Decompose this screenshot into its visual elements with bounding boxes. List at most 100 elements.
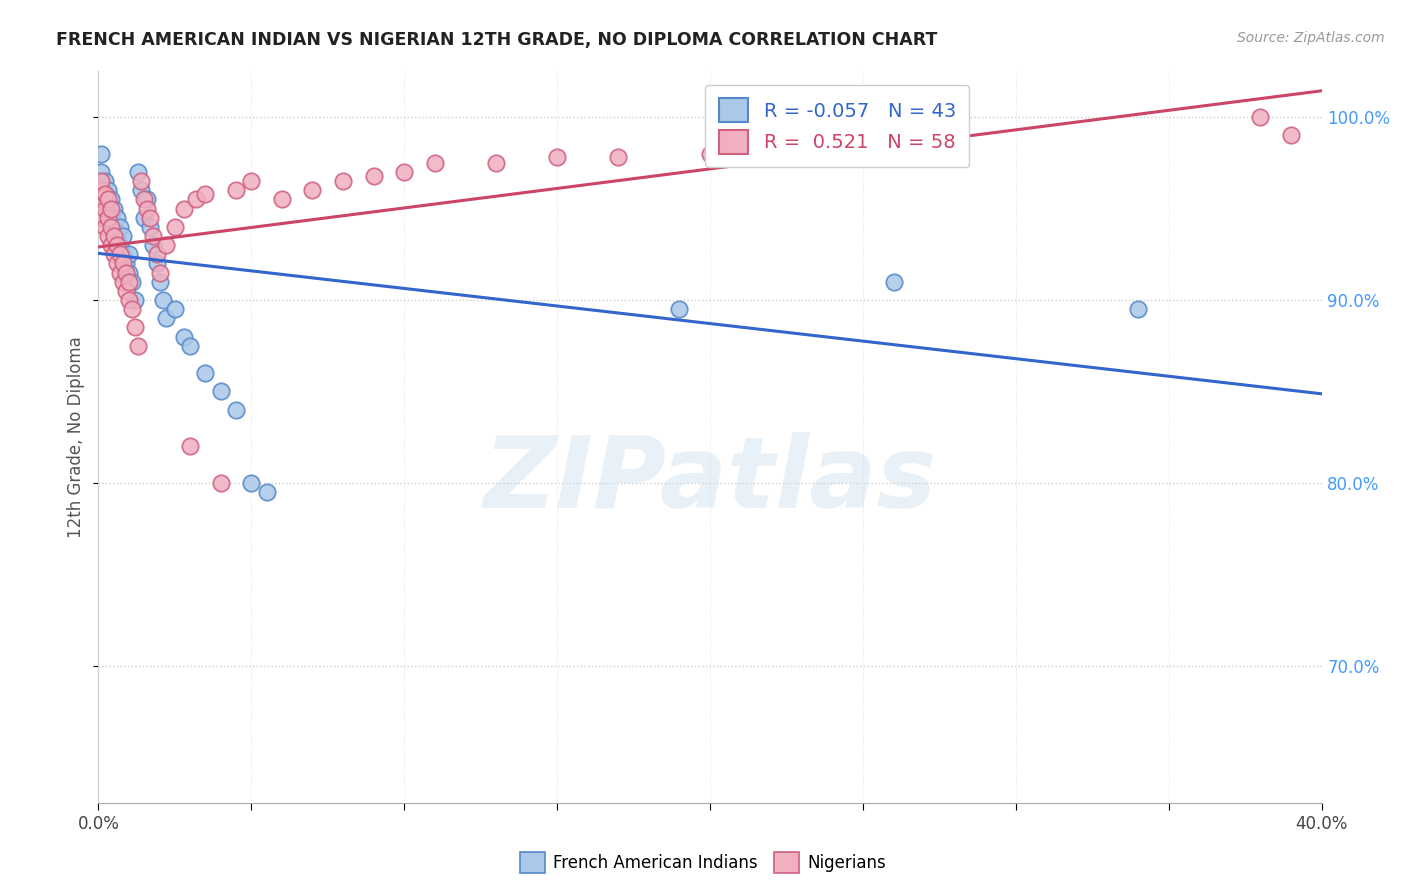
Point	[90, 211, 112, 225]
Point	[105, 211, 128, 225]
Point	[97, 183, 120, 197]
Point	[194, 186, 217, 201]
Point	[173, 329, 195, 343]
Point	[108, 265, 131, 279]
Legend: R = -0.057   N = 43, R =  0.521   N = 58: R = -0.057 N = 43, R = 0.521 N = 58	[706, 85, 969, 167]
Point	[90, 192, 112, 206]
Point	[100, 192, 122, 206]
Point	[108, 219, 131, 234]
Point	[145, 247, 167, 261]
Point	[392, 165, 416, 179]
Point	[179, 338, 201, 352]
Point	[97, 228, 120, 243]
Point	[179, 439, 201, 453]
Point	[118, 293, 141, 307]
Point	[97, 202, 120, 216]
Point	[301, 183, 323, 197]
Point	[134, 192, 156, 206]
Point	[118, 265, 141, 279]
Point	[136, 202, 159, 216]
Point	[145, 256, 167, 270]
Point	[1128, 301, 1150, 316]
Text: ZIPatlas: ZIPatlas	[484, 433, 936, 530]
Point	[142, 238, 165, 252]
Point	[108, 238, 131, 252]
Point	[124, 293, 146, 307]
Point	[115, 256, 138, 270]
Point	[97, 192, 120, 206]
Point	[111, 256, 134, 270]
Point	[1249, 110, 1271, 124]
Point	[90, 183, 112, 197]
Point	[423, 155, 446, 169]
Point	[93, 219, 115, 234]
Point	[100, 211, 122, 225]
Point	[607, 150, 630, 164]
Point	[105, 228, 128, 243]
Point	[363, 169, 385, 183]
Point	[121, 275, 143, 289]
Point	[149, 275, 172, 289]
Point	[155, 238, 177, 252]
Point	[668, 301, 690, 316]
Point	[100, 219, 122, 234]
Text: FRENCH AMERICAN INDIAN VS NIGERIAN 12TH GRADE, NO DIPLOMA CORRELATION CHART: FRENCH AMERICAN INDIAN VS NIGERIAN 12TH …	[56, 31, 938, 49]
Point	[93, 174, 115, 188]
Point	[93, 186, 115, 201]
Text: Source: ZipAtlas.com: Source: ZipAtlas.com	[1237, 31, 1385, 45]
Point	[103, 247, 125, 261]
Point	[115, 284, 138, 298]
Point	[90, 183, 112, 197]
Point	[105, 238, 128, 252]
Point	[699, 146, 721, 161]
Point	[93, 202, 115, 216]
Point	[103, 219, 125, 234]
Point	[105, 256, 128, 270]
Point	[139, 211, 162, 225]
Point	[129, 183, 152, 197]
Legend: French American Indians, Nigerians: French American Indians, Nigerians	[513, 846, 893, 880]
Point	[134, 211, 156, 225]
Point	[118, 247, 141, 261]
Point	[108, 247, 131, 261]
Point	[127, 338, 149, 352]
Point	[90, 146, 112, 161]
Point	[136, 192, 159, 206]
Point	[163, 219, 186, 234]
Point	[118, 275, 141, 289]
Point	[240, 475, 263, 490]
Point	[97, 211, 120, 225]
Point	[111, 275, 134, 289]
Point	[111, 247, 134, 261]
Point	[100, 202, 122, 216]
Point	[103, 202, 125, 216]
Point	[225, 183, 247, 197]
Point	[100, 238, 122, 252]
Point	[152, 293, 174, 307]
Point	[546, 150, 568, 164]
Point	[270, 192, 292, 206]
Point	[121, 301, 143, 316]
Point	[209, 384, 232, 399]
Point	[124, 320, 146, 334]
Point	[115, 265, 138, 279]
Point	[149, 265, 172, 279]
Point	[209, 475, 232, 490]
Point	[93, 186, 115, 201]
Point	[194, 366, 217, 380]
Point	[883, 275, 905, 289]
Y-axis label: 12th Grade, No Diploma: 12th Grade, No Diploma	[67, 336, 86, 538]
Point	[1279, 128, 1302, 143]
Point	[111, 228, 134, 243]
Point	[240, 174, 263, 188]
Point	[332, 174, 354, 188]
Point	[225, 402, 247, 417]
Point	[186, 192, 208, 206]
Point	[790, 143, 813, 157]
Point	[90, 174, 112, 188]
Point	[155, 311, 177, 326]
Point	[173, 202, 195, 216]
Point	[90, 165, 112, 179]
Point	[163, 301, 186, 316]
Point	[943, 132, 966, 146]
